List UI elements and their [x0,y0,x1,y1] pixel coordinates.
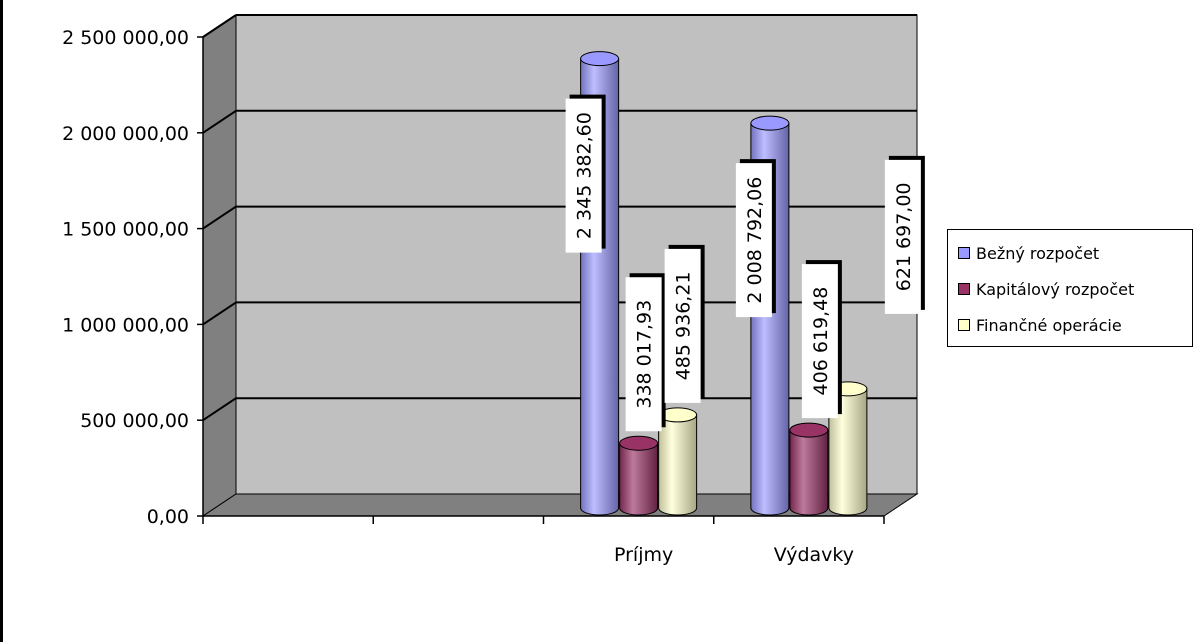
data-label-box [735,163,772,318]
gridline [202,109,237,134]
data-label-text: 2 345 382,60 [574,112,596,239]
legend-label: Bežný rozpočet [976,243,1100,263]
gridline [202,205,237,230]
data-label: 621 697,00 [884,155,925,314]
bar-body [789,429,829,516]
bar [658,407,698,516]
legend-swatch [958,283,970,295]
gridline [202,397,237,422]
data-label: 338 017,93 [625,273,666,432]
legend: Bežný rozpočet Kapitálový rozpočet Finan… [947,229,1193,347]
legend-item: Finančné operácie [958,314,1122,336]
bar-top [789,422,829,438]
x-tick-label: Výdavky [774,544,854,566]
data-label-box [625,277,662,432]
y-tick-label: 500 000,00 [80,410,189,432]
data-label-box [801,264,838,419]
y-tick-label: 0,00 [147,506,189,528]
legend-label: Kapitálový rozpočet [976,279,1135,299]
y-tick-label: 1 500 000,00 [62,219,189,241]
data-label: 2 345 382,60 [565,94,606,253]
y-tick-label: 1 000 000,00 [62,314,189,336]
bar-body [658,414,698,516]
legend-label: Finančné operácie [976,315,1122,335]
data-label-box [565,98,602,253]
y-tick-label: 2 000 000,00 [62,123,189,145]
data-label: 485 936,21 [664,244,705,403]
bar-body [619,442,659,516]
legend-swatch [958,319,970,331]
y-tick-label: 2 500 000,00 [62,27,189,49]
data-label: 406 619,48 [801,260,842,419]
data-label-text: 2 008 792,06 [744,177,766,304]
bar-top [580,51,620,67]
data-label: 2 008 792,06 [735,159,776,318]
chart-frame-border [0,0,3,642]
gridline [202,301,237,326]
data-label-box [664,248,701,403]
gridline [202,14,237,38]
bar-top [619,435,659,451]
data-label-text: 485 936,21 [673,271,695,380]
bar-top [750,115,790,131]
bar [619,435,659,516]
bar-body [828,388,868,516]
x-tick-label: Príjmy [614,544,673,566]
back-wall [235,14,918,495]
data-labels: 2 345 382,60 338 017,93 485 936,21 2 008 79… [565,94,925,432]
legend-item: Kapitálový rozpočet [958,278,1134,300]
legend-item: Bežný rozpočet [958,242,1099,264]
data-label-text: 621 697,00 [893,182,915,291]
bar [789,422,829,516]
data-label-text: 406 619,48 [810,287,832,396]
legend-swatch [958,247,970,259]
data-label-text: 338 017,93 [634,300,656,409]
data-label-box [884,159,921,314]
side-wall [202,14,237,517]
axes: 0,00 500 000,00 1 000 000,00 1 500 000,00 2 … [62,27,885,566]
